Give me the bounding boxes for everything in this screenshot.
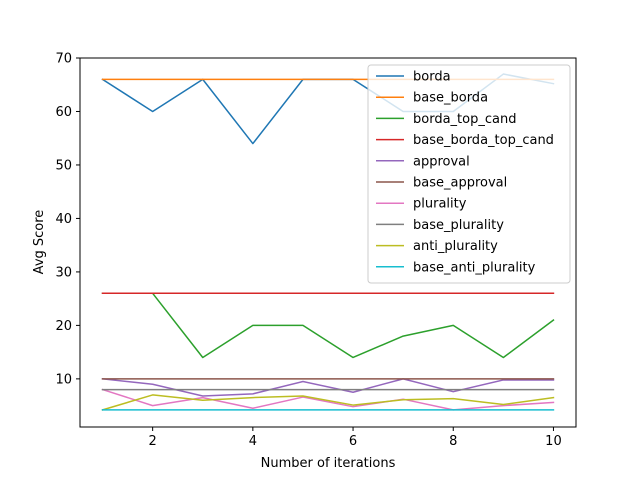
legend-label-base-anti-plurality: base_anti_plurality — [413, 260, 536, 275]
y-tick-label: 40 — [55, 212, 72, 227]
axes-layer — [79, 57, 577, 428]
y-tick-label: 10 — [55, 372, 72, 387]
y-tick-label: 70 — [55, 52, 72, 67]
legend-label-borda: borda — [413, 70, 451, 85]
legend-label-base-borda-top-cand: base_borda_top_cand — [413, 133, 554, 148]
legend-label-base-borda: base_borda — [413, 91, 488, 106]
y-axis-ticks: 10 20 30 40 50 60 70 — [55, 52, 80, 387]
x-tick-label: 8 — [449, 434, 457, 449]
y-tick-label: 60 — [55, 105, 72, 120]
y-tick-label: 20 — [55, 319, 72, 334]
x-tick-label: 10 — [545, 434, 562, 449]
y-tick-label: 50 — [55, 158, 72, 173]
x-axis-ticks: 2 4 6 8 10 — [149, 427, 562, 449]
legend-label-base-plurality: base_plurality — [413, 218, 504, 233]
x-tick-label: 2 — [149, 434, 157, 449]
legend-box — [367, 64, 571, 284]
series-layer — [101, 73, 555, 411]
series-line-plurality — [101, 388, 555, 411]
legend-label-base-approval: base_approval — [413, 176, 507, 191]
legend-label-borda-top-cand: borda_top_cand — [413, 112, 516, 127]
x-tick-label: 6 — [349, 434, 357, 449]
plot-frame — [79, 57, 577, 428]
y-axis-label: Avg Score — [32, 210, 47, 275]
y-tick-label: 30 — [55, 265, 72, 280]
legend-label-approval: approval — [413, 154, 470, 169]
legend-label-anti-plurality: anti_plurality — [413, 239, 498, 254]
series-line-borda-top-cand — [101, 292, 555, 359]
series-line-anti-plurality — [101, 394, 555, 411]
x-tick-label: 4 — [249, 434, 257, 449]
legend: borda base_borda borda_top_cand base_borda_… — [367, 64, 571, 284]
legend-label-plurality: plurality — [413, 197, 467, 212]
x-axis-label: Number of iterations — [261, 456, 396, 471]
